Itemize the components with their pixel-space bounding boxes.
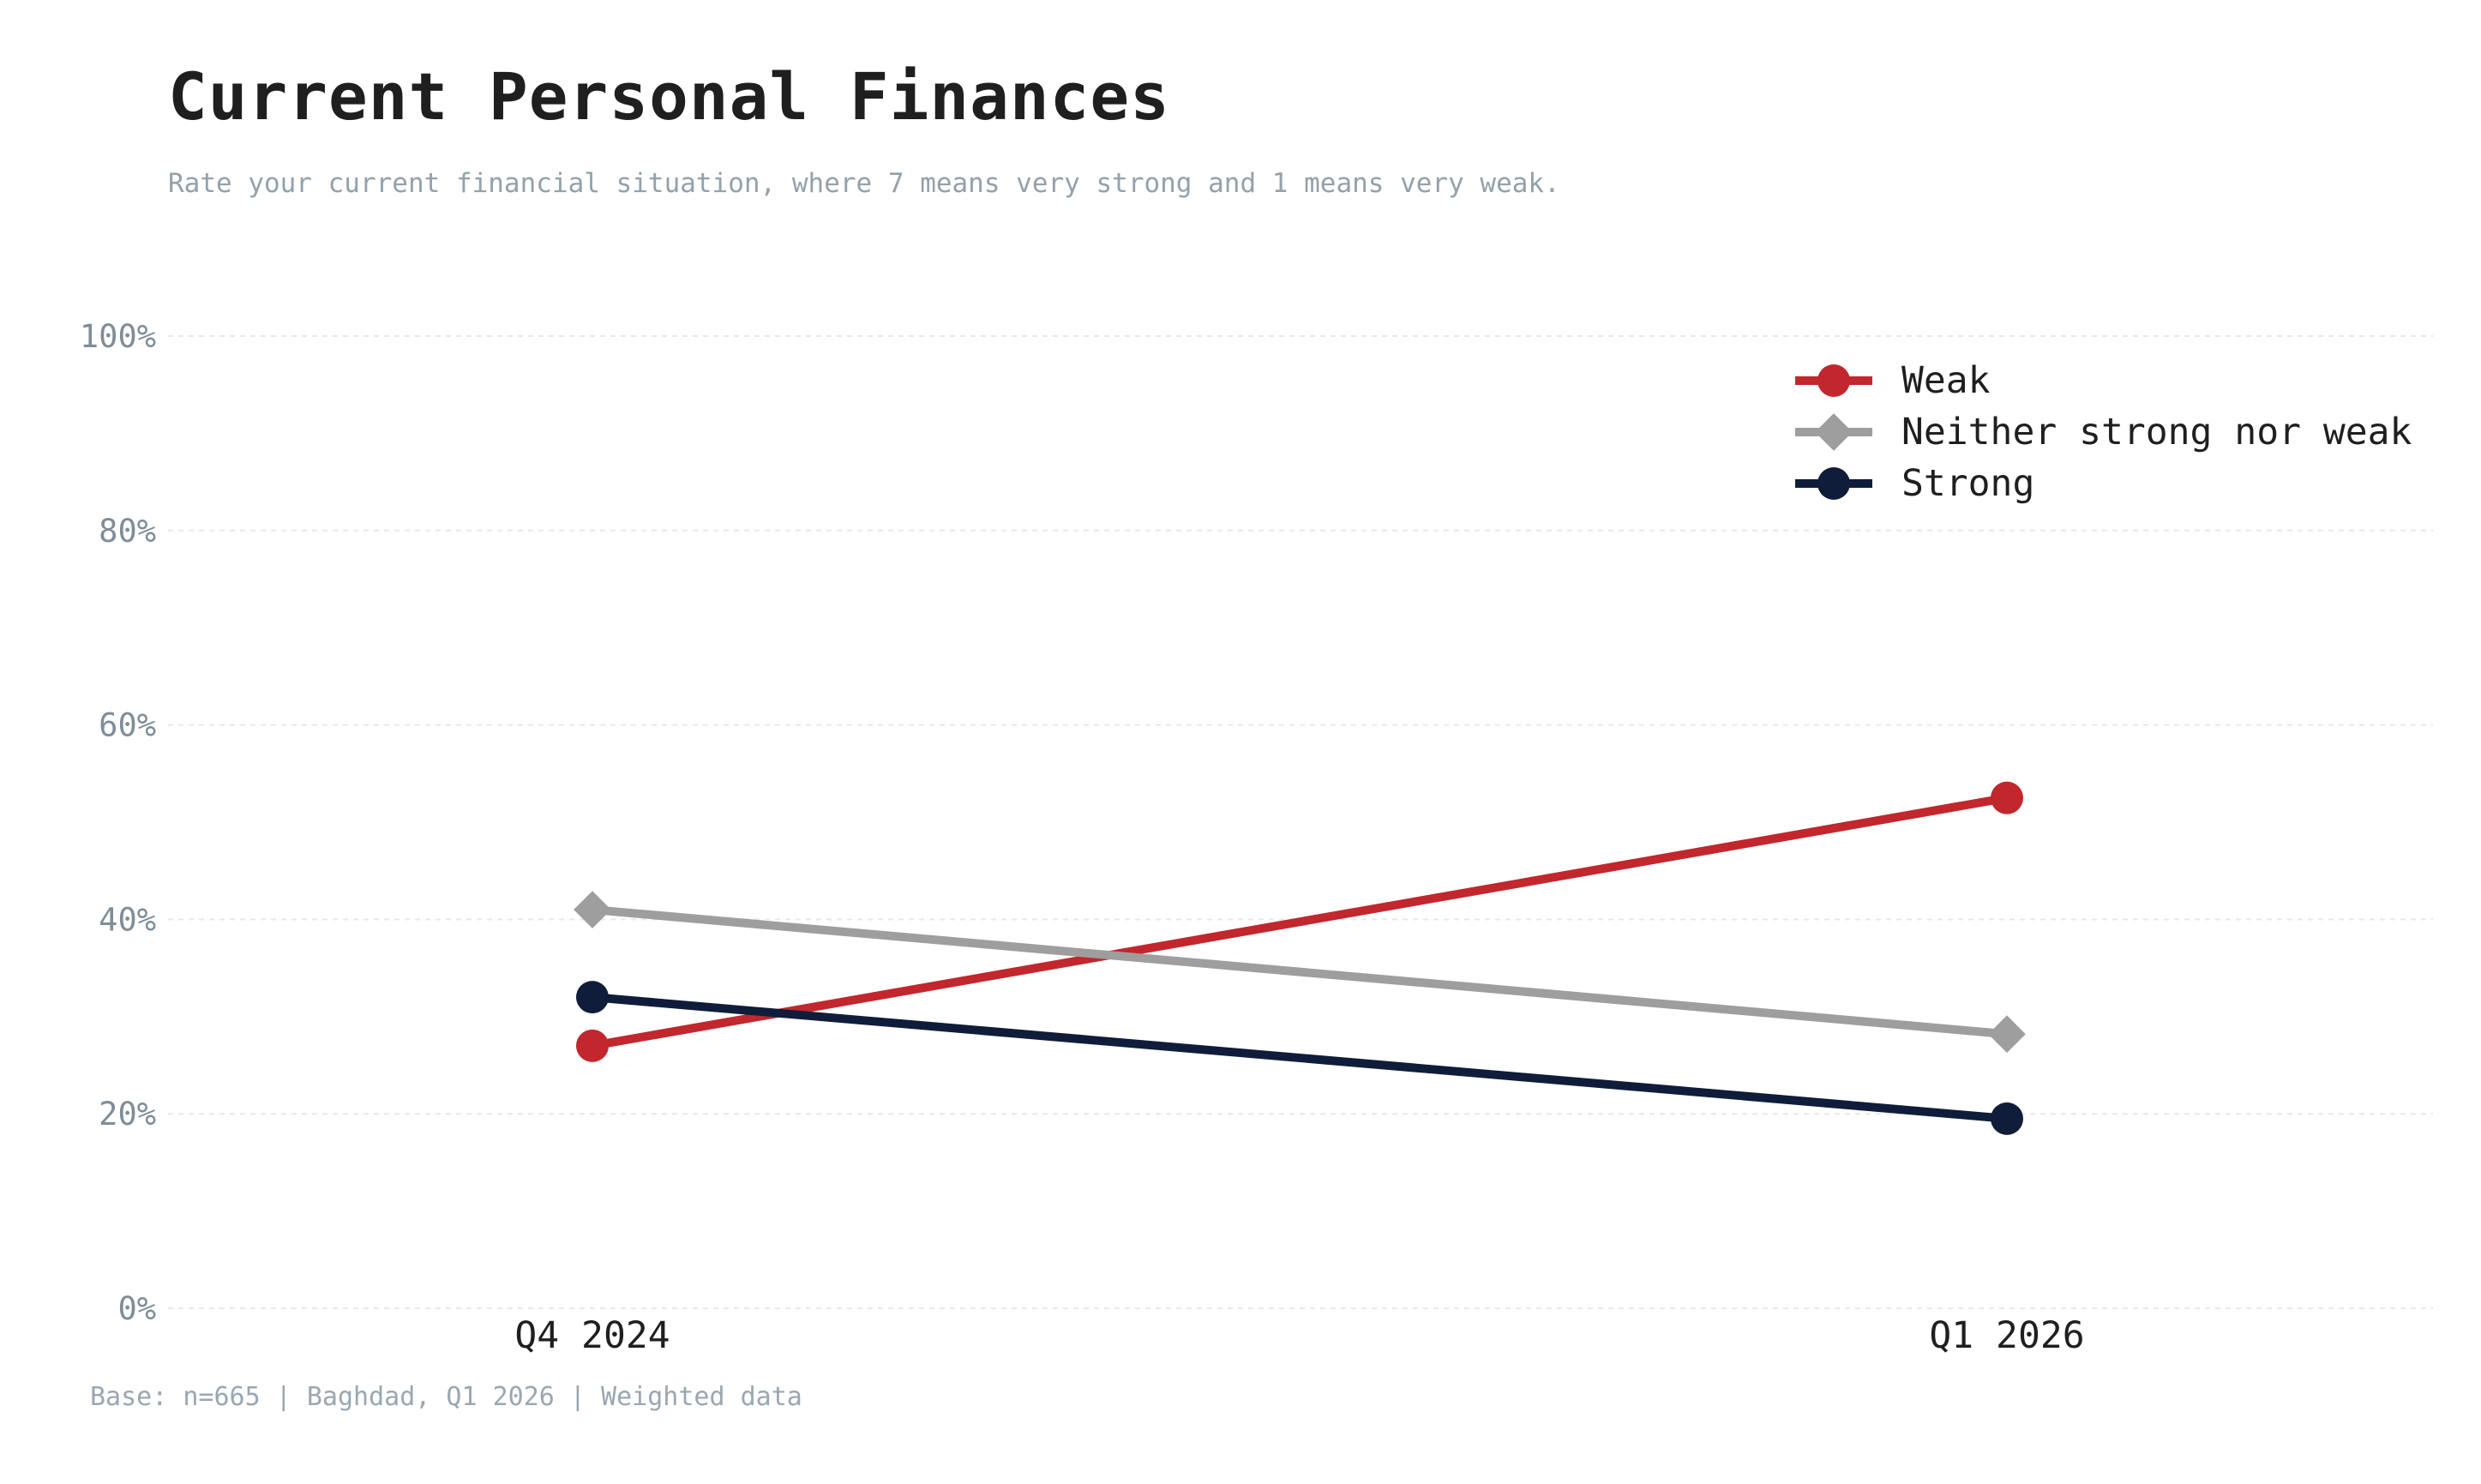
data-point-weak — [576, 1029, 609, 1062]
data-series — [574, 781, 2026, 1135]
legend-marker-strong — [1817, 467, 1850, 500]
data-point-neither-strong-nor-weak — [1988, 1015, 2026, 1054]
series-line-weak — [588, 793, 2011, 1050]
y-axis-ticks: 0% 20% 40% 60% 80% 100% — [80, 318, 156, 1327]
x-axis-ticks: Q4 2024 Q1 2026 — [514, 1314, 2084, 1357]
chart-subtitle: Rate your current financial situation, w… — [168, 168, 1560, 199]
legend-label-neither-strong-nor-weak: Neither strong nor weak — [1901, 411, 2412, 454]
x-tick-label: Q4 2024 — [514, 1314, 670, 1357]
legend-label-weak: Weak — [1901, 359, 1991, 402]
data-point-strong — [576, 981, 609, 1014]
series-line-strong — [588, 993, 2011, 1123]
legend: Weak Neither strong nor weak Strong — [1795, 359, 2412, 505]
data-point-neither-strong-nor-weak — [574, 891, 611, 928]
legend-marker-weak — [1817, 364, 1850, 397]
data-point-strong — [1991, 1102, 2023, 1135]
legend-label-strong: Strong — [1901, 462, 2034, 505]
y-tick-label: 20% — [99, 1096, 156, 1133]
y-tick-label: 40% — [99, 901, 156, 938]
legend-marker-neither-strong-nor-weak — [1815, 413, 1853, 451]
y-tick-label: 0% — [117, 1290, 156, 1327]
chart-footer: Base: n=665 | Baghdad, Q1 2026 | Weighte… — [90, 1382, 802, 1412]
y-tick-label: 100% — [80, 318, 156, 355]
data-point-weak — [1991, 781, 2023, 814]
chart-title: Current Personal Finances — [168, 58, 1170, 135]
y-tick-label: 60% — [99, 707, 156, 744]
x-tick-label: Q1 2026 — [1929, 1314, 2084, 1357]
series-line-neither-strong-nor-weak — [588, 905, 2011, 1039]
gridlines — [168, 335, 2433, 1309]
y-tick-label: 80% — [99, 513, 156, 550]
